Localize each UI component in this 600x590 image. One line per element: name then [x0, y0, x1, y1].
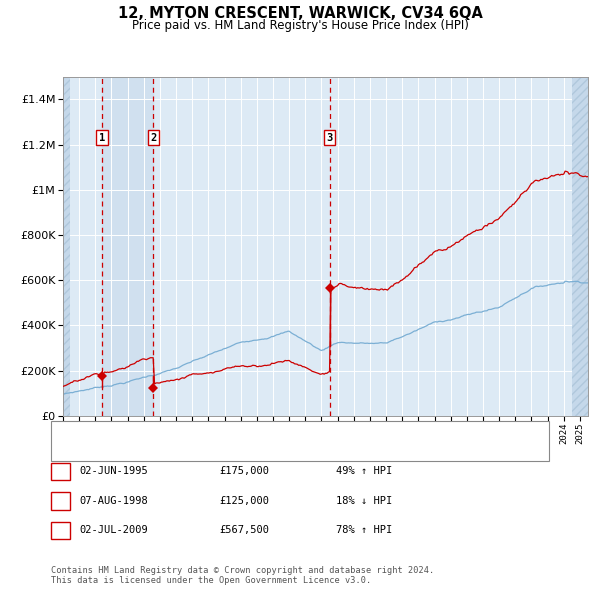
Text: 07-AUG-1998: 07-AUG-1998: [80, 496, 149, 506]
Text: 02-JUL-2009: 02-JUL-2009: [80, 526, 149, 535]
Text: £175,000: £175,000: [219, 467, 269, 476]
Text: 78% ↑ HPI: 78% ↑ HPI: [336, 526, 392, 535]
Text: 18% ↓ HPI: 18% ↓ HPI: [336, 496, 392, 506]
Text: HPI: Average price, detached house, Warwick: HPI: Average price, detached house, Warw…: [93, 447, 346, 456]
Text: 2: 2: [150, 133, 157, 143]
Text: £567,500: £567,500: [219, 526, 269, 535]
Text: 1: 1: [99, 133, 105, 143]
Text: Contains HM Land Registry data © Crown copyright and database right 2024.
This d: Contains HM Land Registry data © Crown c…: [51, 566, 434, 585]
Bar: [102, 77, 153, 416]
Bar: [63, 77, 70, 416]
Text: 02-JUN-1995: 02-JUN-1995: [80, 467, 149, 476]
Text: ——: ——: [60, 425, 77, 440]
Text: 12, MYTON CRESCENT, WARWICK, CV34 6QA: 12, MYTON CRESCENT, WARWICK, CV34 6QA: [118, 6, 482, 21]
Text: 1: 1: [57, 467, 64, 476]
Bar: [572, 77, 596, 416]
Text: 12, MYTON CRESCENT, WARWICK, CV34 6QA (detached house): 12, MYTON CRESCENT, WARWICK, CV34 6QA (d…: [93, 428, 410, 438]
Text: 49% ↑ HPI: 49% ↑ HPI: [336, 467, 392, 476]
Text: 2: 2: [57, 496, 64, 506]
Text: ——: ——: [60, 444, 77, 458]
Text: 3: 3: [326, 133, 332, 143]
Text: Price paid vs. HM Land Registry's House Price Index (HPI): Price paid vs. HM Land Registry's House …: [131, 19, 469, 32]
Text: £125,000: £125,000: [219, 496, 269, 506]
Text: 3: 3: [57, 526, 64, 535]
